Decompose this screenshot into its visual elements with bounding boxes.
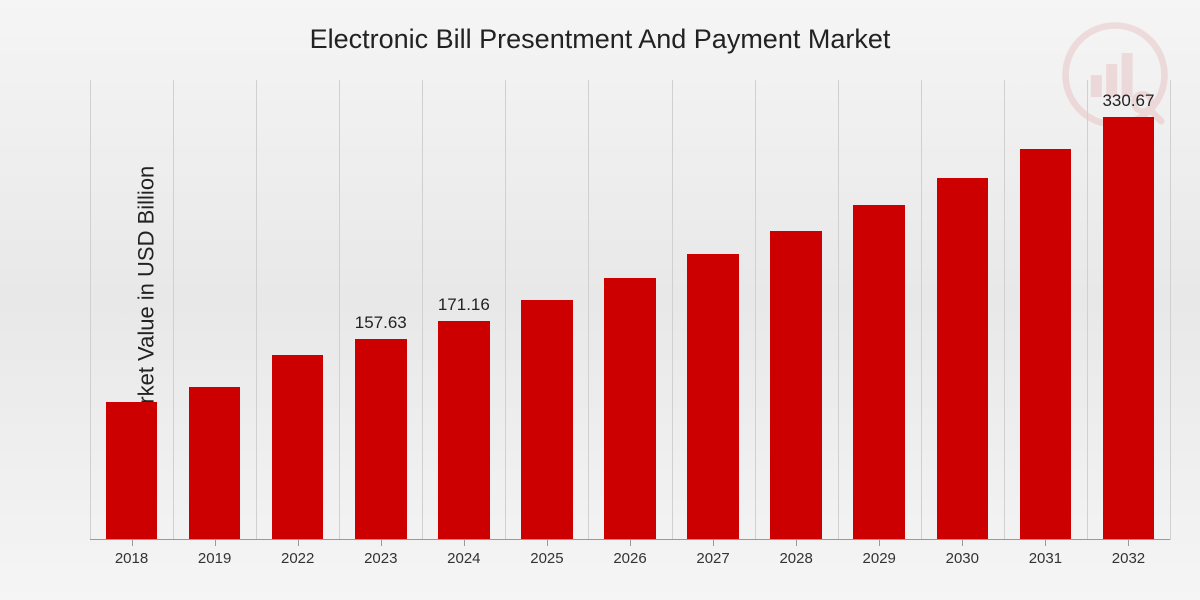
bar [189, 387, 241, 540]
x-tick-mark [630, 540, 631, 546]
x-tick-mark [547, 540, 548, 546]
vgrid-line [1170, 80, 1171, 540]
vgrid-line [256, 80, 257, 540]
plot-area: 157.63171.16330.67 201820192022202320242… [90, 80, 1170, 540]
bar [106, 402, 158, 540]
x-tick-mark [1045, 540, 1046, 546]
vgrid-line [588, 80, 589, 540]
x-tick-mark [464, 540, 465, 546]
x-tick-mark [962, 540, 963, 546]
x-tick-mark [879, 540, 880, 546]
x-tick-label: 2032 [1112, 550, 1145, 567]
vgrid-line [505, 80, 506, 540]
vgrid-line [90, 80, 91, 540]
vgrid-line [672, 80, 673, 540]
x-tick-label: 2029 [863, 550, 896, 567]
x-tick-label: 2023 [364, 550, 397, 567]
x-tick-label: 2024 [447, 550, 480, 567]
bar [272, 355, 324, 540]
x-tick-label: 2025 [530, 550, 563, 567]
x-tick-mark [713, 540, 714, 546]
x-tick-mark [132, 540, 133, 546]
vgrid-line [173, 80, 174, 540]
bar [853, 205, 905, 540]
vgrid-line [1087, 80, 1088, 540]
x-tick-label: 2018 [115, 550, 148, 567]
chart-title: Electronic Bill Presentment And Payment … [0, 24, 1200, 55]
vgrid-line [339, 80, 340, 540]
bar [604, 278, 656, 540]
bar [937, 178, 989, 540]
x-tick-label: 2026 [613, 550, 646, 567]
vgrid-line [921, 80, 922, 540]
vgrid-line [838, 80, 839, 540]
bar [770, 231, 822, 540]
x-tick-label: 2019 [198, 550, 231, 567]
bar [521, 300, 573, 540]
bar [687, 254, 739, 540]
vgrid-line [1004, 80, 1005, 540]
bar-value-label: 330.67 [1102, 91, 1154, 111]
bar-value-label: 157.63 [355, 313, 407, 333]
vgrid-line [422, 80, 423, 540]
x-tick-mark [1128, 540, 1129, 546]
x-tick-mark [298, 540, 299, 546]
bar [355, 339, 407, 540]
x-tick-label: 2027 [696, 550, 729, 567]
x-tick-mark [215, 540, 216, 546]
bar [1103, 117, 1155, 540]
vgrid-line [755, 80, 756, 540]
x-tick-label: 2031 [1029, 550, 1062, 567]
x-tick-label: 2030 [946, 550, 979, 567]
x-tick-mark [381, 540, 382, 546]
x-tick-label: 2022 [281, 550, 314, 567]
bar-value-label: 171.16 [438, 295, 490, 315]
x-tick-mark [796, 540, 797, 546]
bar [438, 321, 490, 540]
x-tick-label: 2028 [779, 550, 812, 567]
bar [1020, 149, 1072, 540]
